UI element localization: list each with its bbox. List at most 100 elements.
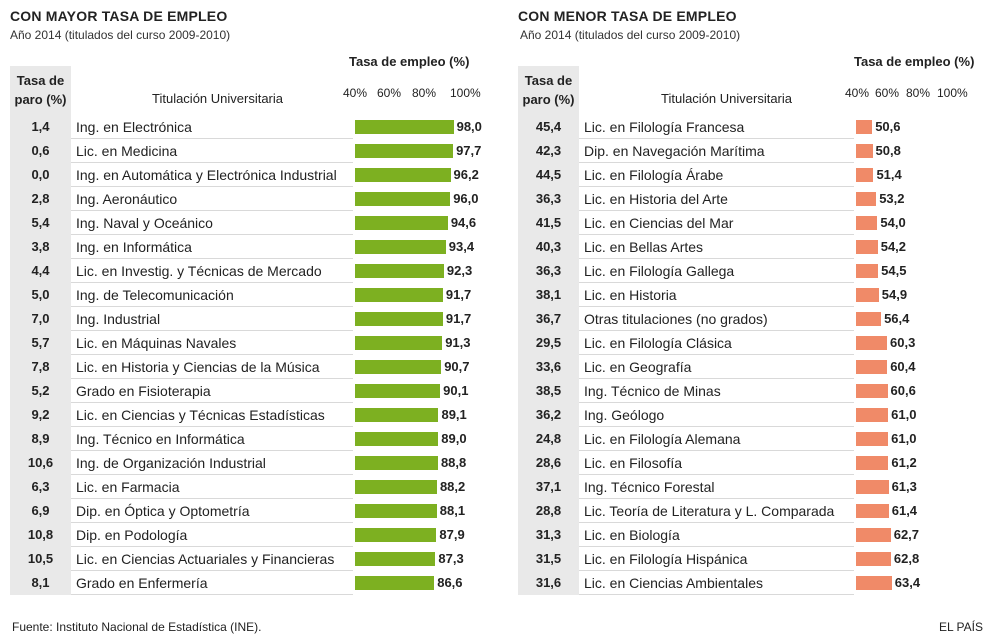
data-label: 63,4 bbox=[894, 575, 921, 590]
bar bbox=[355, 216, 448, 230]
category-label: Lic. en Filosofía bbox=[584, 455, 683, 471]
category-label: Dip. en Navegación Marítima bbox=[584, 143, 765, 159]
table-row: 31,6 Lic. en Ciencias Ambientales 63,4 bbox=[518, 571, 920, 595]
table-row: 8,9 Ing. Técnico en Informática 89,0 bbox=[10, 427, 467, 451]
category-label: Ing. Técnico en Informática bbox=[76, 431, 245, 447]
tick-label: 40% bbox=[343, 86, 368, 100]
row-divider bbox=[518, 546, 854, 547]
bar bbox=[856, 144, 873, 158]
data-label: 98,0 bbox=[456, 119, 482, 134]
tick-label: 40% bbox=[845, 86, 870, 100]
data-label: 61,0 bbox=[891, 407, 917, 422]
row-divider bbox=[10, 282, 353, 283]
category-label: Otras titulaciones (no grados) bbox=[584, 311, 768, 327]
titulacion-column-header: Titulación Universitaria bbox=[152, 91, 284, 106]
category-label: Ing. de Telecomunicación bbox=[76, 287, 234, 303]
tick-label: 60% bbox=[377, 86, 402, 100]
table-row: 33,6 Lic. en Geografía 60,4 bbox=[518, 355, 916, 379]
data-label: 54,2 bbox=[880, 239, 907, 254]
paro-value: 31,3 bbox=[518, 523, 579, 547]
bar bbox=[355, 576, 435, 590]
paro-value: 6,9 bbox=[10, 499, 71, 523]
bar bbox=[856, 480, 889, 494]
paro-value: 0,6 bbox=[10, 139, 71, 163]
row-divider bbox=[518, 186, 854, 187]
data-label: 87,9 bbox=[439, 527, 465, 542]
row-divider bbox=[518, 258, 854, 259]
paro-value: 6,3 bbox=[10, 475, 71, 499]
row-divider bbox=[10, 522, 353, 523]
bar bbox=[856, 192, 877, 206]
bar bbox=[355, 192, 451, 206]
row-divider bbox=[10, 378, 353, 379]
row-divider bbox=[518, 210, 854, 211]
table-row: 6,3 Lic. en Farmacia 88,2 bbox=[10, 475, 465, 499]
table-row: 10,8 Dip. en Podología 87,9 bbox=[10, 523, 465, 547]
data-label: 96,2 bbox=[453, 167, 479, 182]
data-label: 89,1 bbox=[441, 407, 467, 422]
data-label: 87,3 bbox=[438, 551, 464, 566]
data-label: 91,7 bbox=[445, 311, 472, 326]
paro-value: 42,3 bbox=[518, 139, 579, 163]
row-divider bbox=[518, 522, 854, 523]
category-label: Ing. de Organización Industrial bbox=[76, 455, 266, 471]
table-row: 5,0 Ing. de Telecomunicación 91,7 bbox=[10, 283, 471, 307]
table-row: 10,5 Lic. en Ciencias Actuariales y Finan… bbox=[10, 547, 464, 571]
tick-label: 60% bbox=[875, 86, 900, 100]
bar bbox=[856, 288, 879, 302]
row-divider bbox=[10, 306, 353, 307]
bar bbox=[856, 312, 882, 326]
category-label: Dip. en Podología bbox=[76, 527, 188, 543]
bar bbox=[355, 120, 454, 134]
row-divider bbox=[10, 474, 353, 475]
paro-value: 5,7 bbox=[10, 331, 71, 355]
table-row: 38,1 Lic. en Historia 54,9 bbox=[518, 283, 907, 307]
paro-value: 10,6 bbox=[10, 451, 71, 475]
category-label: Lic. en Historia bbox=[584, 287, 677, 303]
table-row: 24,8 Lic. en Filología Alemana 61,0 bbox=[518, 427, 916, 451]
chart-subtitle: Año 2014 (titulados del curso 2009-2010) bbox=[520, 28, 741, 42]
row-divider bbox=[518, 474, 854, 475]
data-label: 86,6 bbox=[437, 575, 463, 590]
category-label: Lic. en Farmacia bbox=[76, 479, 180, 495]
table-row: 36,3 Lic. en Filología Gallega 54,5 bbox=[518, 259, 906, 283]
table-row: 41,5 Lic. en Ciencias del Mar 54,0 bbox=[518, 211, 906, 235]
paro-value: 40,3 bbox=[518, 235, 579, 259]
titulacion-column-header: Titulación Universitaria bbox=[661, 91, 793, 106]
bar bbox=[355, 528, 437, 542]
row-divider bbox=[518, 594, 854, 595]
tick-label: 100% bbox=[450, 86, 481, 100]
bar bbox=[856, 432, 889, 446]
data-label: 61,0 bbox=[891, 431, 917, 446]
category-label: Ing. en Electrónica bbox=[76, 119, 192, 135]
bar bbox=[355, 456, 438, 470]
paro-value: 24,8 bbox=[518, 427, 579, 451]
paro-value: 7,8 bbox=[10, 355, 71, 379]
paro-value: 5,4 bbox=[10, 211, 71, 235]
table-row: 37,1 Ing. Técnico Forestal 61,3 bbox=[518, 475, 917, 499]
category-label: Lic. en Ciencias Ambientales bbox=[584, 575, 763, 591]
paro-value: 1,4 bbox=[10, 115, 71, 139]
row-divider bbox=[10, 330, 353, 331]
data-label: 97,7 bbox=[456, 143, 482, 158]
paro-value: 44,5 bbox=[518, 163, 579, 187]
category-label: Grado en Fisioterapia bbox=[76, 383, 211, 399]
data-label: 88,8 bbox=[440, 455, 467, 470]
paro-value: 33,6 bbox=[518, 355, 579, 379]
table-row: 3,8 Ing. en Informática 93,4 bbox=[10, 235, 474, 259]
data-label: 61,3 bbox=[891, 479, 917, 494]
row-divider bbox=[10, 426, 353, 427]
paro-value: 8,1 bbox=[10, 571, 71, 595]
data-label: 51,4 bbox=[876, 167, 902, 182]
data-label: 90,1 bbox=[443, 383, 469, 398]
paro-value: 38,1 bbox=[518, 283, 579, 307]
row-divider bbox=[10, 162, 353, 163]
category-label: Lic. en Filología Árabe bbox=[584, 167, 724, 183]
row-divider bbox=[10, 450, 353, 451]
row-divider bbox=[518, 402, 854, 403]
row-divider bbox=[518, 282, 854, 283]
value-axis-title: Tasa de empleo (%) bbox=[854, 54, 975, 69]
data-label: 93,4 bbox=[448, 239, 475, 254]
data-label: 90,7 bbox=[444, 359, 470, 374]
bar bbox=[355, 312, 443, 326]
